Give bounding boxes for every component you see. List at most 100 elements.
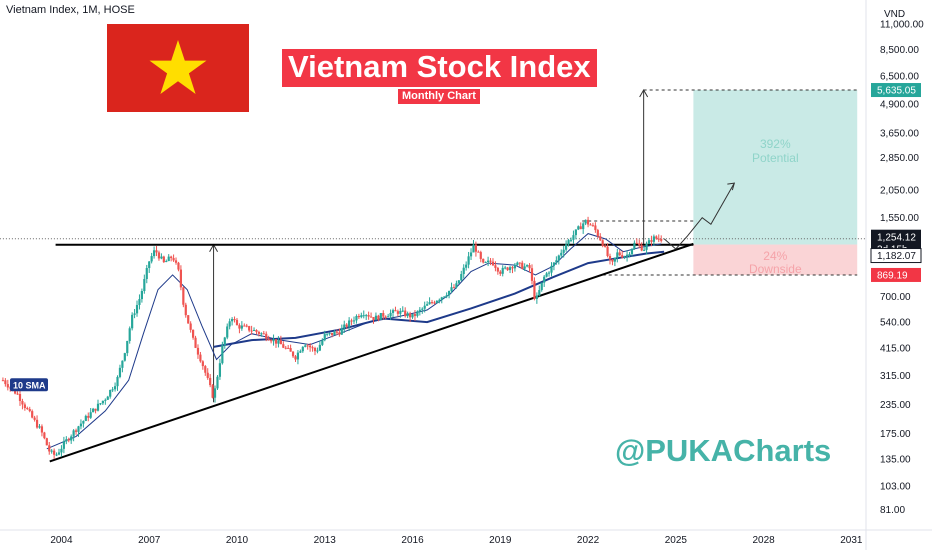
candle-body	[482, 258, 485, 263]
candle-body	[143, 279, 146, 291]
symbol-label: Vietnam Index, 1M, HOSE	[6, 4, 135, 16]
candle-body	[582, 223, 585, 230]
candle-body	[640, 245, 643, 251]
candle-body	[240, 325, 243, 329]
candle-body	[562, 249, 565, 253]
candle-body	[404, 310, 407, 317]
candle-body	[89, 412, 92, 418]
candle-body	[326, 333, 329, 335]
candle-body	[652, 236, 655, 242]
candle-body	[604, 245, 607, 247]
candle-body	[96, 403, 100, 411]
candle-body	[465, 264, 468, 268]
candle-body	[150, 256, 153, 262]
candle-body	[352, 320, 356, 322]
candle-body	[374, 315, 378, 321]
sma-line	[46, 233, 662, 450]
candle-body	[494, 265, 497, 268]
y-tick-label: 700.00	[880, 292, 911, 303]
candle-body	[565, 244, 568, 250]
vietnam-flag-icon	[107, 24, 249, 112]
candle-body	[535, 295, 538, 299]
candle-body	[472, 244, 475, 253]
candle-body	[43, 432, 46, 439]
candle-body	[496, 267, 499, 272]
candle-body	[126, 340, 129, 354]
candle-body	[84, 415, 87, 421]
candle-body	[321, 340, 324, 345]
candle-body	[255, 330, 258, 332]
candle-body	[328, 332, 331, 334]
y-tick-label: 81.00	[880, 505, 905, 516]
profit-zone	[693, 90, 858, 245]
candle-body	[638, 243, 641, 246]
candle-body	[1, 380, 5, 382]
candle-body	[94, 408, 97, 411]
candle-body	[657, 238, 660, 240]
candle-body	[474, 244, 478, 252]
candle-body	[557, 255, 560, 261]
candle-body	[569, 239, 573, 241]
candle-body	[357, 316, 360, 318]
candle-body	[511, 267, 514, 269]
candle-body	[645, 244, 648, 250]
candle-body	[384, 316, 387, 318]
x-tick-label: 2007	[138, 535, 161, 546]
entry-price-tag-box	[870, 248, 922, 264]
candle-body	[350, 320, 353, 322]
candle-body	[245, 325, 248, 327]
y-tick-label: 4,900.00	[880, 99, 919, 110]
candle-body	[469, 252, 473, 257]
projection-arrow-head	[727, 182, 736, 191]
candle-body	[572, 235, 575, 240]
candle-body	[365, 315, 368, 317]
candle-body	[128, 328, 131, 341]
candle-body	[591, 225, 595, 227]
candle-body	[518, 262, 521, 264]
candle-body	[274, 339, 278, 344]
candle-body	[369, 316, 373, 318]
candle-body	[31, 411, 34, 418]
x-tick-label: 2019	[489, 535, 512, 546]
candle-body	[106, 396, 109, 400]
candle-body	[538, 290, 541, 296]
candle-body	[40, 426, 44, 433]
candle-body	[399, 310, 402, 314]
loss-percent-label: 24%	[763, 249, 787, 263]
y-tick-label: 2,050.00	[880, 186, 919, 197]
projection-path	[663, 182, 735, 250]
candle-body	[77, 426, 80, 432]
candle-body	[145, 268, 148, 280]
candle-body	[382, 313, 385, 317]
candle-body	[601, 240, 604, 246]
candle-body	[396, 311, 399, 314]
candle-body	[316, 350, 319, 352]
sma-label: 10 SMA	[13, 380, 46, 390]
candle-body	[26, 407, 29, 410]
candle-body	[447, 290, 451, 296]
candle-body	[533, 280, 536, 299]
y-tick-label: 415.00	[880, 344, 911, 355]
candle-body	[296, 352, 300, 360]
candle-body	[265, 333, 268, 339]
candle-body	[628, 254, 631, 256]
candle-body	[428, 302, 431, 305]
y-tick-label: 8,500.00	[880, 45, 919, 56]
candle-body	[162, 256, 165, 263]
candle-body	[616, 252, 619, 258]
candle-body	[467, 256, 470, 265]
entry-price-tag: 1,182.07	[877, 251, 916, 262]
candle-body	[306, 345, 309, 347]
target-price-tag: 5,635.05	[877, 86, 916, 97]
candle-body	[121, 360, 124, 368]
candle-body	[311, 347, 314, 349]
candle-body	[287, 347, 290, 349]
candle-body	[231, 319, 234, 322]
candle-body	[630, 248, 634, 255]
candle-body	[260, 333, 263, 335]
candle-body	[379, 313, 382, 320]
candle-body	[177, 262, 180, 270]
candle-body	[235, 319, 239, 326]
candle-body	[618, 252, 621, 256]
